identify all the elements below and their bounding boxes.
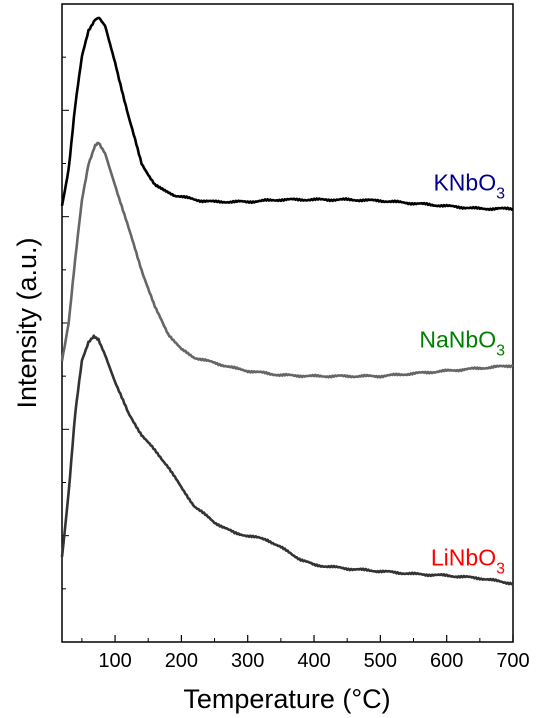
series-label-subscript: 3 [496, 186, 505, 203]
series-line-NaNbO3 [60, 141, 514, 379]
x-axis-title: Temperature (°C) [183, 684, 390, 714]
x-axis-ticks: 100 200 300 400 500 600 700 [81, 635, 530, 672]
x-tick-label: 400 [297, 650, 330, 672]
series-label-main: KNbO [433, 170, 496, 196]
series-line-KNbO3 [60, 16, 514, 212]
series-label-subscript: 3 [496, 343, 505, 360]
y-axis-title: Intensity (a.u.) [12, 237, 42, 408]
x-tick-label: 700 [496, 650, 529, 672]
x-tick-label: 100 [98, 650, 131, 672]
series-lines [60, 16, 514, 586]
series-line-LiNbO3 [60, 334, 514, 586]
x-tick-label: 600 [430, 650, 463, 672]
x-tick-label: 500 [364, 650, 397, 672]
x-tick-label: 300 [231, 650, 264, 672]
series-label-main: NaNbO [419, 327, 496, 353]
series-label-LiNbO3: LiNbO3 [431, 545, 505, 578]
series-label-main: LiNbO [431, 545, 496, 571]
series-label-NaNbO3: NaNbO3 [419, 327, 505, 360]
series-label-KNbO3: KNbO3 [433, 170, 505, 203]
series-label-subscript: 3 [496, 561, 505, 578]
x-tick-label: 200 [165, 650, 198, 672]
